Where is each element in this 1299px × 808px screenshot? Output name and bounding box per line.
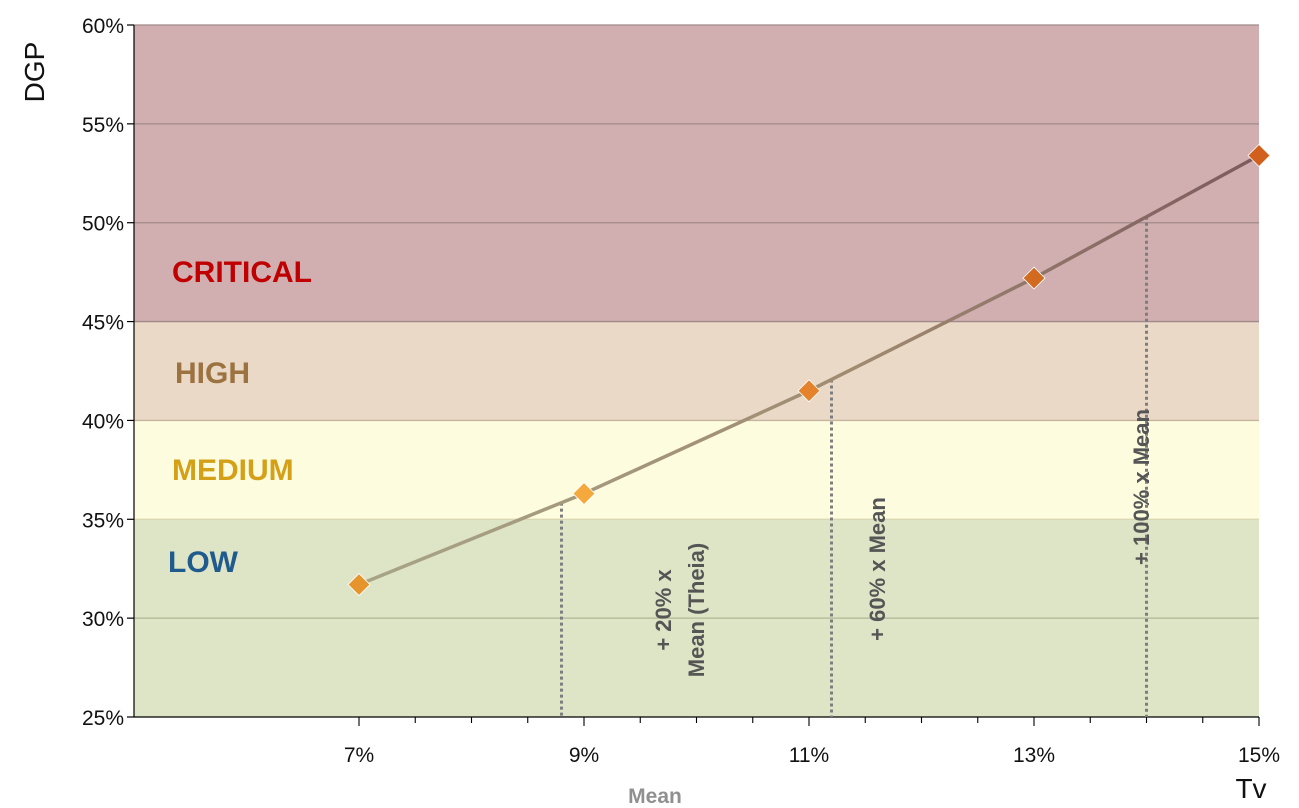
annotation-label: + 100% x Mean: [1129, 409, 1154, 565]
x-tick-label: 11%: [789, 744, 829, 767]
y-tick-label: 60%: [82, 15, 124, 38]
zone-band-critical: [134, 25, 1259, 322]
y-tick-label: 55%: [82, 114, 124, 137]
zone-label-high: HIGH: [175, 357, 250, 390]
zone-label-medium: MEDIUM: [172, 454, 294, 487]
x-tick-label: 15%: [1238, 744, 1280, 767]
y-tick-label: 40%: [82, 410, 124, 433]
data-point-marker: [797, 379, 821, 403]
y-tick-label: 25%: [82, 707, 124, 730]
zone-label-low: LOW: [168, 546, 239, 579]
data-point-marker: [1247, 143, 1271, 168]
x-tick-label: 7%: [344, 744, 374, 767]
y-tick-label: 45%: [82, 312, 124, 335]
y-tick-label: 30%: [82, 608, 124, 631]
risk-zones: [134, 25, 1259, 717]
annotation-label: + 60% x Mean: [865, 497, 890, 641]
annotation-label: + 20% x: [651, 569, 676, 651]
axis-labels: 25% 30% 35% 40% 45% 50% 55% 60% 7% 9% 11% 13% 15% Tv D…: [19, 15, 1280, 808]
data-point-marker: [347, 572, 371, 597]
x-tick-label: 9%: [569, 744, 599, 767]
data-point-marker: [572, 482, 596, 506]
data-series: [347, 143, 1271, 597]
gridlines: [134, 24, 1259, 619]
x-axis-title: Tv: [1235, 773, 1266, 804]
y-tick-label: 35%: [82, 509, 124, 532]
zone-band-medium: [134, 420, 1259, 520]
zone-band-high: [134, 321, 1259, 421]
annotation-label: Mean (Theia): [684, 543, 709, 677]
x-tick-label: 13%: [1013, 744, 1055, 767]
data-point-marker: [1022, 266, 1046, 290]
annotations: + 20% x Mean (Theia) + 60% x Mean + 100% x …: [560, 216, 1154, 717]
zone-label-critical: CRITICAL: [172, 256, 312, 289]
mean-label: Mean: [628, 785, 682, 808]
axes: [127, 24, 1260, 726]
y-axis-title: DGP: [19, 42, 50, 103]
y-tick-label: 50%: [82, 213, 124, 236]
